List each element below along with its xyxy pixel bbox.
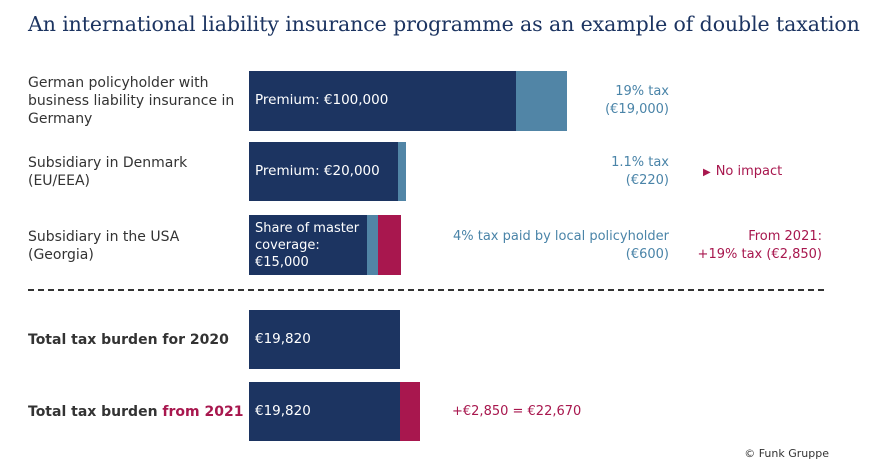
row-label-denmark-line2: (EU/EEA) <box>28 173 91 189</box>
note-usa-line1: From 2021: <box>748 229 822 244</box>
row-label-total-2021-prefix: Total tax burden <box>28 404 158 420</box>
tax-rate-germany: 19% tax <box>615 84 669 99</box>
tax-rate-denmark: 1.1% tax <box>611 155 669 170</box>
bar-label-usa: Share of master coverage: €15,000 <box>255 221 360 270</box>
bar-segment-total-2021 <box>249 382 400 441</box>
triangle-right-icon: ▶ <box>703 167 711 178</box>
note-denmark: ▶ No impact <box>703 163 782 182</box>
bar-denmark: Premium: €20,000 <box>249 142 406 201</box>
row-label-usa-line2: (Georgia) <box>28 247 94 263</box>
bar-segment-premium-denmark <box>249 142 398 201</box>
bar-segment-tax-usa <box>367 215 378 275</box>
bar-segment-total-2020 <box>249 310 400 369</box>
row-label-denmark: Subsidiary in Denmark (EU/EEA) <box>28 154 187 190</box>
note-usa: From 2021: +19% tax (€2,850) <box>698 228 822 264</box>
tax-label-usa: 4% tax paid by local policyholder (€600) <box>453 228 669 264</box>
bar-label-total-2021: €19,820 <box>255 403 311 419</box>
tax-amount-denmark: (€220) <box>625 173 669 188</box>
bar-label-denmark: Premium: €20,000 <box>255 163 380 179</box>
tax-amount-usa: (€600) <box>625 247 669 262</box>
note-denmark-text: No impact <box>715 164 783 179</box>
row-label-total-2020: Total tax burden for 2020 <box>28 332 229 348</box>
tax-label-germany: 19% tax (€19,000) <box>605 83 669 119</box>
tax-label-denmark: 1.1% tax (€220) <box>611 154 669 190</box>
tax-amount-germany: (€19,000) <box>605 102 669 117</box>
tax-rate-usa: 4% tax paid by local policyholder <box>452 229 669 244</box>
bar-label-germany: Premium: €100,000 <box>255 92 389 108</box>
bar-segment-premium-germany <box>249 71 516 131</box>
row-label-usa-line1: Subsidiary in the USA <box>28 229 180 245</box>
row-label-germany: German policyholder with business liabil… <box>28 75 235 127</box>
bar-usa: Share of master coverage: €15,000 <box>249 215 401 275</box>
row-label-denmark-line1: Subsidiary in Denmark <box>28 155 188 171</box>
bar-segment-additional-tax-2021 <box>400 382 420 441</box>
chart-title: An international liability insurance pro… <box>28 12 860 36</box>
bar-segment-tax-denmark <box>398 142 406 201</box>
bar-segment-tax-germany <box>516 71 567 131</box>
bar-label-total-2020: €19,820 <box>255 331 311 347</box>
row-label-total-2021-highlight: from 2021 <box>162 404 244 420</box>
bar-total-2021: €19,820 <box>249 382 420 441</box>
bar-total-2020: €19,820 <box>249 310 400 369</box>
row-label-usa: Subsidiary in the USA (Georgia) <box>28 228 179 264</box>
annotation-total-2021: +€2,850 = €22,670 <box>452 404 582 419</box>
note-usa-line2: +19% tax (€2,850) <box>697 247 822 262</box>
dashed-divider <box>28 289 824 291</box>
bar-segment-premium-usa <box>249 215 367 275</box>
row-label-total-2021: Total tax burden from 2021 <box>28 403 243 421</box>
bar-germany: Premium: €100,000 <box>249 71 567 131</box>
bar-segment-additional-tax-usa <box>378 215 401 275</box>
credit: © Funk Gruppe <box>744 447 829 460</box>
